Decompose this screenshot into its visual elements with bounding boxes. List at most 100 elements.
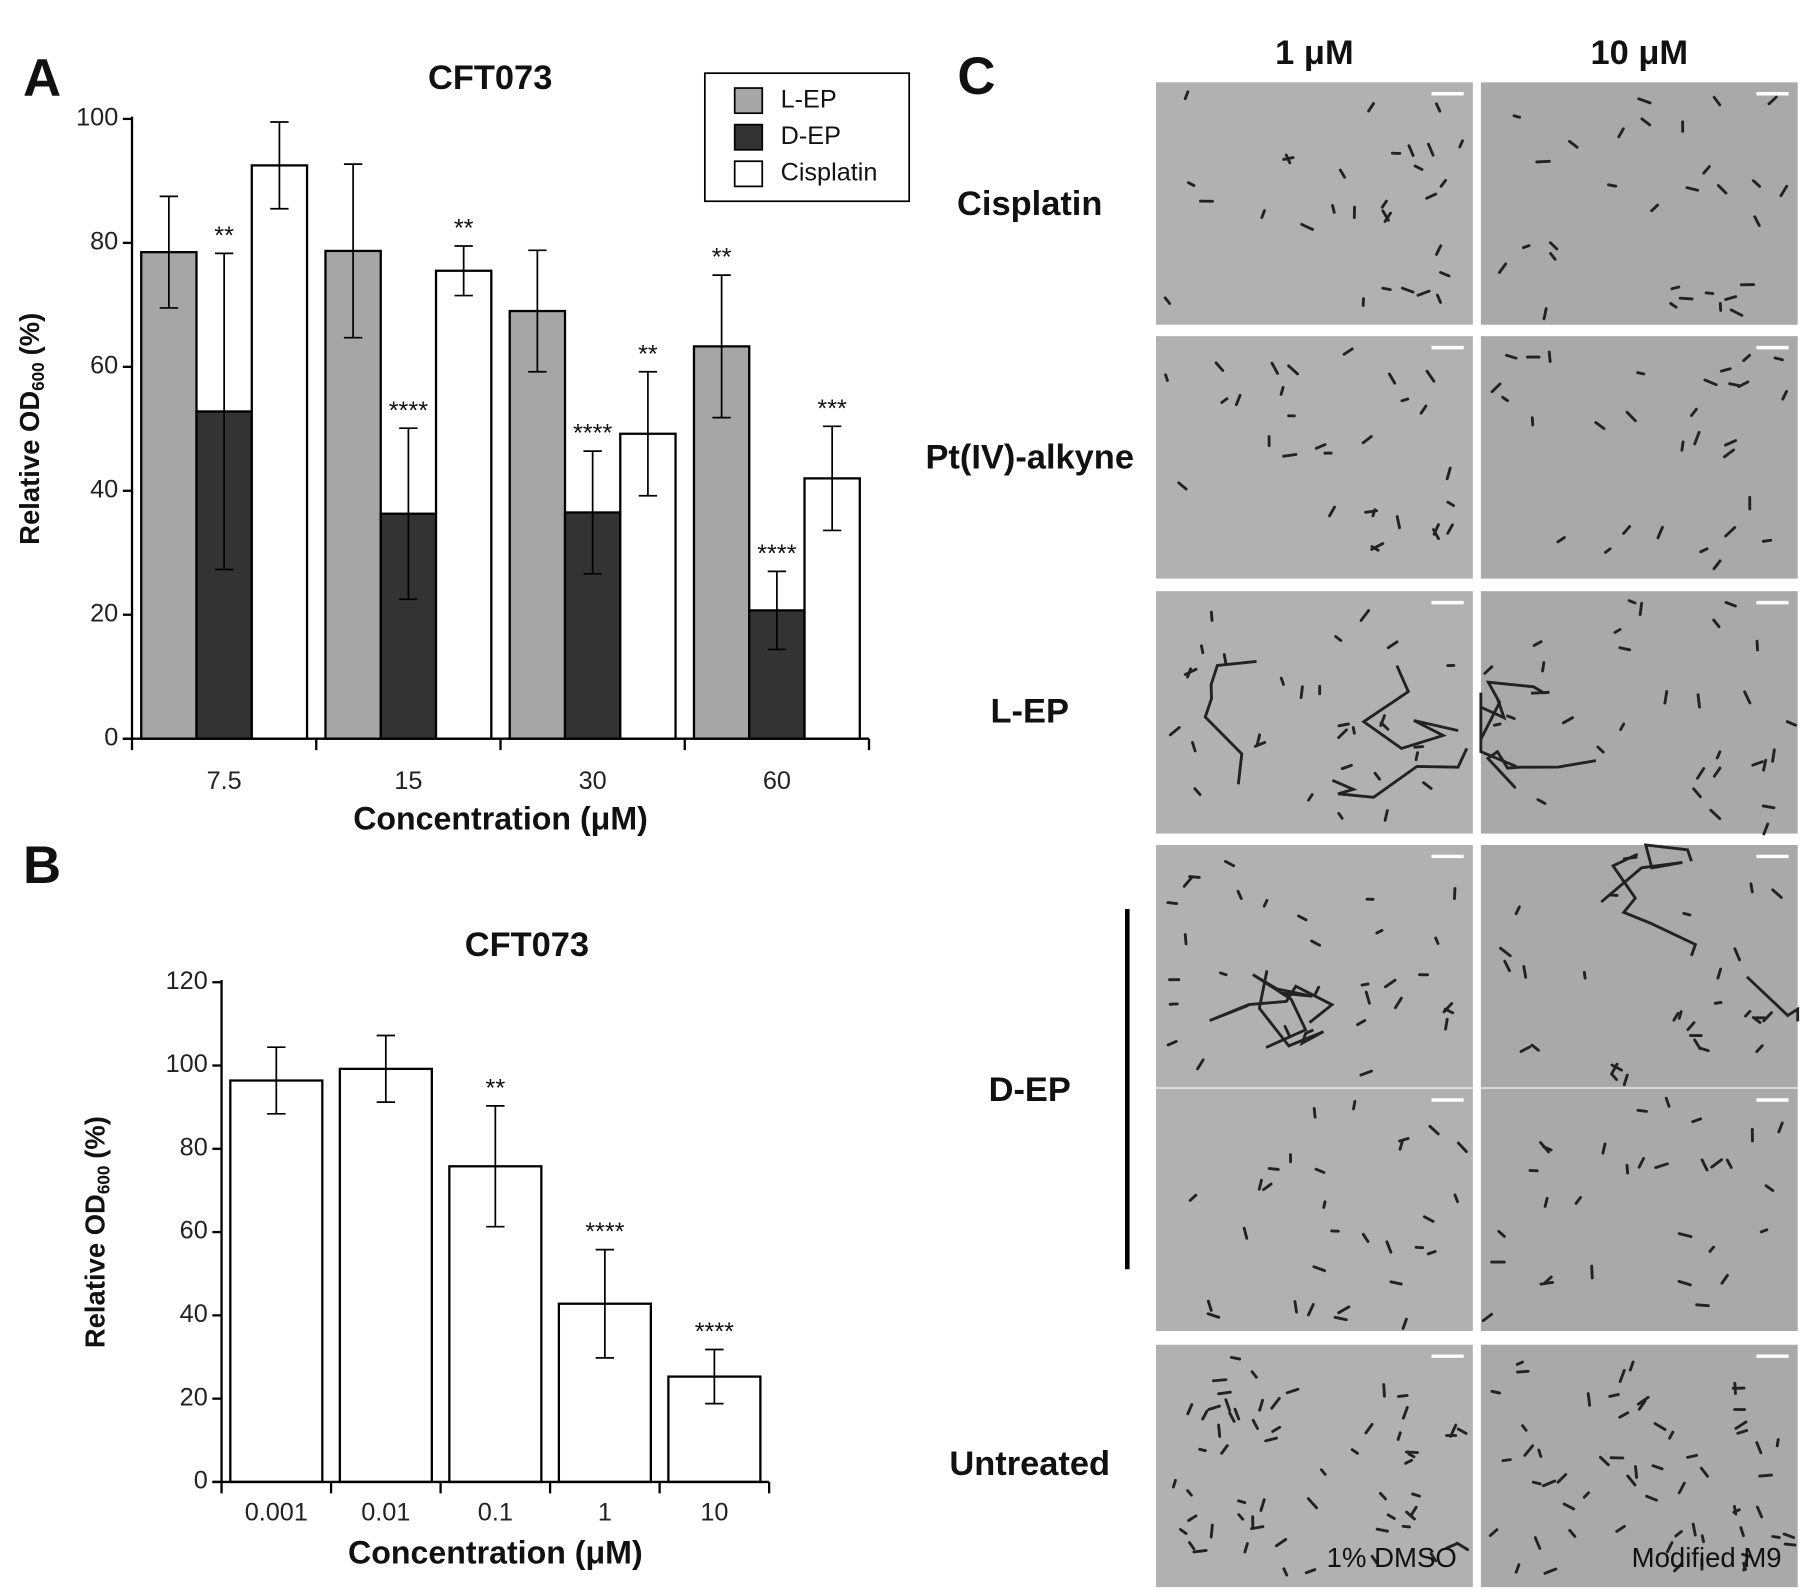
- bacterium: [1773, 356, 1784, 362]
- image-caption: Modified M9: [1632, 1542, 1782, 1573]
- bacterium: [1680, 440, 1685, 452]
- legend-label: D-EP: [781, 122, 841, 150]
- significance-label: ****: [573, 420, 612, 448]
- bacterium: [1351, 726, 1356, 735]
- bacterium: [1674, 1530, 1683, 1538]
- bacterium: [1598, 1455, 1610, 1467]
- bacterium: [1370, 545, 1380, 552]
- bacterium: [1767, 95, 1778, 106]
- bacterium: [1677, 1279, 1692, 1287]
- bacterium: [1724, 526, 1737, 538]
- significance-label: ****: [585, 1218, 624, 1246]
- row-label: Cisplatin: [957, 185, 1102, 223]
- bacterium: [1282, 1567, 1289, 1577]
- micrograph: [1480, 845, 1798, 1088]
- bacterium: [1483, 665, 1494, 675]
- legend-label: Cisplatin: [781, 158, 878, 186]
- bacterium: [1619, 722, 1626, 731]
- bacterium: [1654, 1162, 1669, 1170]
- bacterium: [1751, 179, 1762, 188]
- bacterium: [1493, 722, 1502, 727]
- bacterium: [1359, 1069, 1373, 1077]
- bacterium: [1164, 373, 1169, 382]
- bacterium: [1304, 1568, 1317, 1575]
- bacterium: [1383, 211, 1392, 224]
- bacterium: [1636, 1395, 1650, 1406]
- error-bar: [822, 425, 842, 532]
- bacterium: [1446, 500, 1455, 508]
- bacterium: [1677, 1232, 1693, 1239]
- bacterium: [1198, 1447, 1207, 1453]
- bacterium: [1672, 1011, 1680, 1022]
- bacterium: [1183, 90, 1190, 101]
- bacterium: [1724, 601, 1737, 608]
- error-bar: [705, 1348, 724, 1405]
- bacterium: [1426, 1250, 1437, 1256]
- x-axis-label: Concentration (μM): [353, 801, 648, 837]
- bacterium: [1299, 685, 1304, 700]
- y-tick-label: 40: [90, 475, 118, 503]
- row-label: L-EP: [991, 693, 1069, 731]
- bacterium: [1548, 241, 1559, 251]
- bacterium: [1762, 758, 1768, 772]
- bacterium: [1604, 547, 1612, 554]
- bacterium: [1590, 1264, 1594, 1280]
- bacterium: [1200, 644, 1205, 655]
- bacterium: [1637, 1399, 1647, 1411]
- significance-label: ****: [695, 1318, 734, 1346]
- bar: [338, 1067, 433, 1484]
- y-tick-label: 60: [90, 352, 118, 380]
- bacterium: [1514, 1563, 1521, 1574]
- bacterium: [1531, 1480, 1542, 1486]
- bacterium: [1761, 538, 1773, 543]
- bacterium: [1533, 1536, 1542, 1550]
- y-axis-label-unit: (%): [14, 313, 45, 356]
- bacterium: [1755, 1441, 1763, 1455]
- bacterium: [1434, 936, 1440, 945]
- bacterium: [1742, 1557, 1749, 1572]
- bacterium: [1206, 1312, 1221, 1319]
- bacterium: [1458, 139, 1464, 149]
- bacterium: [1761, 804, 1776, 810]
- bacterium: [1724, 439, 1738, 447]
- bacterium: [1206, 1299, 1213, 1312]
- bacterium: [1601, 1142, 1607, 1155]
- bacterium: [1222, 653, 1228, 665]
- bacterium: [1556, 536, 1566, 544]
- bacterium: [1310, 939, 1322, 947]
- bacterium: [1490, 1389, 1502, 1395]
- bacterium: [1271, 1425, 1282, 1433]
- bacterium: [1691, 1117, 1703, 1124]
- bacterium: [1622, 1073, 1629, 1087]
- bar: [250, 164, 309, 740]
- bacterium: [1313, 985, 1321, 997]
- bacterium: [1741, 1552, 1752, 1558]
- legend-label: L-EP: [781, 85, 837, 113]
- bacterium: [1610, 1063, 1623, 1072]
- error-bar: [528, 249, 547, 373]
- bacterium: [1685, 186, 1700, 192]
- micrograph: [1480, 1344, 1798, 1588]
- bacterium: [1682, 911, 1692, 917]
- bacterium: [1409, 1505, 1418, 1518]
- bacterium: [1196, 1058, 1205, 1071]
- bacterium: [1371, 508, 1377, 518]
- bacterium: [1637, 97, 1652, 105]
- bacterium: [1722, 448, 1736, 459]
- bacterium: [1432, 528, 1440, 541]
- bacterium: [1653, 1422, 1667, 1431]
- bacterium: [1503, 959, 1511, 973]
- bacterium: [1253, 740, 1267, 748]
- bacterium: [1342, 347, 1354, 356]
- error-bar: [712, 274, 731, 419]
- bacterium: [1389, 1280, 1403, 1286]
- bacterium: [1626, 1474, 1637, 1487]
- bacterium: [1224, 1398, 1232, 1412]
- error-bar: [376, 1034, 396, 1104]
- y-tick-label: 100: [76, 104, 118, 132]
- x-tick-label: 0.1: [478, 1499, 513, 1527]
- bacterium: [1401, 1524, 1411, 1529]
- bacterium: [1411, 1492, 1421, 1498]
- bacterium: [1696, 767, 1706, 780]
- bacterium: [1427, 142, 1435, 157]
